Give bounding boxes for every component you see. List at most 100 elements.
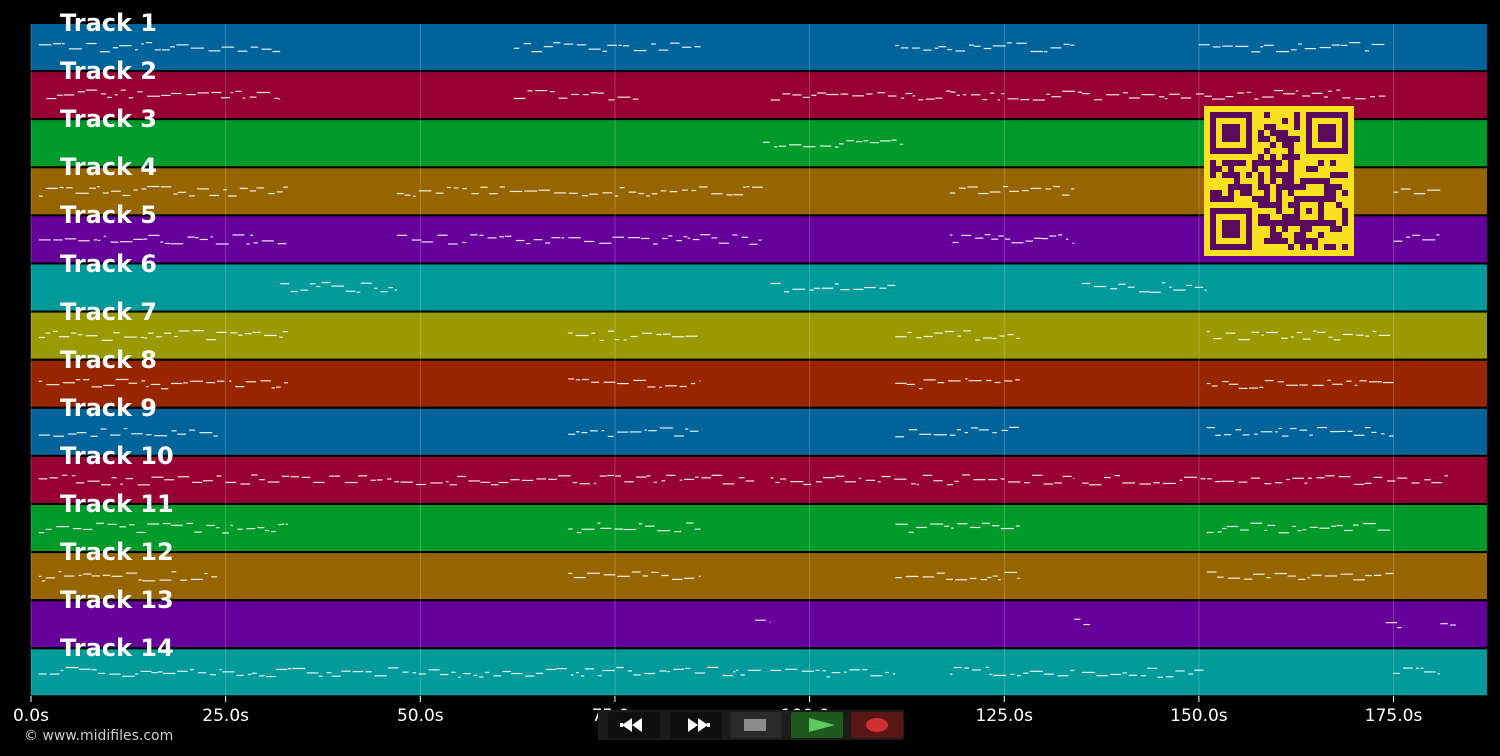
note-cluster bbox=[1198, 42, 1385, 53]
note-cluster bbox=[38, 234, 287, 245]
note-cluster bbox=[1206, 426, 1394, 437]
track-label: Track 7 bbox=[60, 297, 158, 326]
track-label: Track 8 bbox=[60, 345, 158, 374]
note-cluster bbox=[770, 474, 1075, 486]
note-cluster bbox=[568, 427, 699, 438]
note-cluster bbox=[568, 330, 698, 341]
note-cluster bbox=[1206, 330, 1391, 341]
track-band bbox=[31, 312, 1487, 359]
note-cluster bbox=[1082, 282, 1207, 293]
note-cluster bbox=[770, 90, 1083, 101]
note-cluster bbox=[38, 185, 288, 197]
transport-bar bbox=[598, 710, 904, 740]
note-cluster bbox=[1393, 234, 1440, 242]
tick-label: 0.0s bbox=[13, 706, 49, 726]
note-cluster bbox=[38, 666, 288, 678]
track-label: Track 2 bbox=[60, 57, 158, 86]
note-cluster bbox=[568, 571, 701, 580]
note-cluster bbox=[895, 42, 1075, 53]
note-cluster bbox=[513, 42, 608, 53]
tick-label: 50.0s bbox=[396, 706, 444, 726]
note-cluster bbox=[1393, 667, 1440, 675]
grid-lines bbox=[30, 24, 1395, 702]
track-band bbox=[31, 553, 1487, 600]
track-label: Track 12 bbox=[60, 538, 174, 567]
note-cluster bbox=[1206, 522, 1390, 534]
track-band bbox=[31, 601, 1487, 648]
note-cluster bbox=[1440, 623, 1456, 626]
note-cluster bbox=[770, 668, 896, 678]
note-cluster bbox=[895, 378, 1020, 390]
play-button[interactable] bbox=[791, 712, 843, 738]
track-label: Track 13 bbox=[60, 586, 174, 615]
note-cluster bbox=[396, 186, 763, 197]
note-cluster bbox=[38, 378, 288, 390]
note-cluster bbox=[895, 522, 1020, 533]
track-label: Track 9 bbox=[60, 393, 158, 422]
note-cluster bbox=[762, 139, 904, 148]
note-cluster bbox=[1206, 571, 1394, 581]
note-cluster bbox=[770, 282, 896, 293]
tick-label: 150.0s bbox=[1170, 706, 1228, 726]
note-cluster bbox=[38, 41, 281, 53]
copyright-text: © www.midifiles.com bbox=[24, 728, 174, 744]
track-label: Track 1 bbox=[60, 9, 158, 37]
note-cluster bbox=[1082, 89, 1386, 101]
note-cluster bbox=[895, 330, 1020, 341]
tick-label: 25.0s bbox=[202, 706, 249, 726]
record-button[interactable] bbox=[851, 712, 903, 738]
note-cluster bbox=[755, 619, 771, 624]
note-cluster bbox=[46, 89, 281, 100]
note-cluster bbox=[513, 89, 639, 101]
stop-button[interactable] bbox=[730, 712, 782, 738]
note-cluster bbox=[38, 427, 218, 437]
rewind-icon bbox=[620, 718, 642, 732]
note-cluster bbox=[38, 330, 288, 341]
note-cluster bbox=[38, 570, 218, 582]
track-band bbox=[31, 456, 1487, 503]
note-cluster bbox=[895, 426, 1019, 438]
tick-label: 125.0s bbox=[975, 706, 1034, 726]
note-cluster bbox=[607, 42, 701, 52]
note-cluster bbox=[568, 378, 701, 388]
stop-icon bbox=[744, 719, 766, 731]
track-label: Track 6 bbox=[60, 249, 158, 278]
note-cluster bbox=[38, 522, 288, 534]
record-icon bbox=[866, 718, 888, 732]
note-cluster bbox=[1206, 379, 1394, 389]
qr-code-icon bbox=[1204, 106, 1354, 256]
track-band bbox=[31, 24, 1487, 70]
track-label: Track 14 bbox=[60, 634, 174, 663]
play-icon bbox=[809, 718, 835, 732]
note-cluster bbox=[607, 474, 755, 485]
track-band bbox=[31, 505, 1487, 551]
track-label: Track 4 bbox=[60, 153, 158, 182]
rewind-button[interactable] bbox=[608, 712, 660, 738]
note-cluster bbox=[1074, 618, 1090, 626]
track-band bbox=[31, 408, 1487, 455]
note-cluster bbox=[1082, 474, 1449, 486]
note-cluster bbox=[949, 185, 1075, 196]
note-cluster bbox=[38, 474, 607, 486]
note-cluster bbox=[1082, 667, 1204, 678]
note-cluster bbox=[568, 522, 701, 534]
track-band bbox=[31, 649, 1487, 696]
note-cluster bbox=[1393, 188, 1441, 195]
track-label: Track 11 bbox=[60, 490, 174, 518]
note-cluster bbox=[949, 666, 1075, 677]
track-band bbox=[31, 264, 1487, 311]
track-label: Track 10 bbox=[60, 441, 174, 470]
note-marks bbox=[38, 41, 1456, 678]
track-label: Track 5 bbox=[60, 201, 158, 230]
tick-label: 175.0s bbox=[1364, 706, 1423, 726]
fast-forward-icon bbox=[688, 718, 710, 732]
note-cluster bbox=[949, 234, 1075, 244]
track-label: Track 3 bbox=[60, 105, 158, 134]
note-cluster bbox=[280, 281, 397, 293]
note-cluster bbox=[1385, 622, 1402, 629]
track-band bbox=[31, 360, 1487, 407]
note-cluster bbox=[287, 666, 761, 678]
note-cluster bbox=[895, 571, 1020, 581]
note-cluster bbox=[396, 234, 763, 245]
fast-forward-button[interactable] bbox=[670, 712, 722, 738]
